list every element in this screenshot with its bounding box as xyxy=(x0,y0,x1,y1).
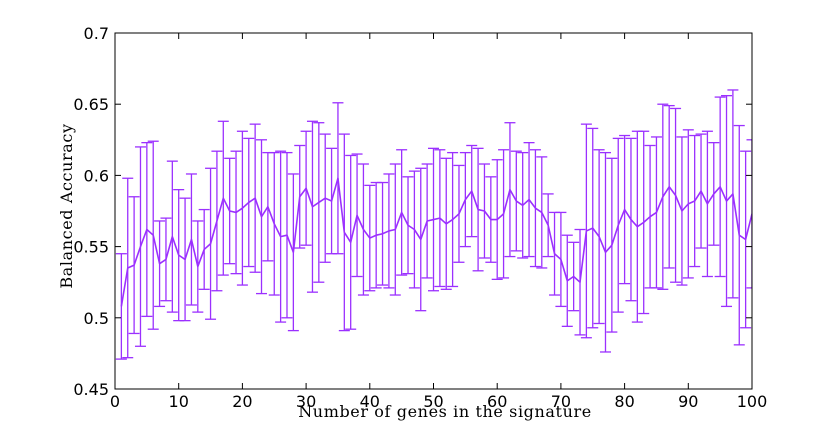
plot-area xyxy=(115,89,752,360)
series-group xyxy=(115,89,752,360)
x-tick-label: 80 xyxy=(614,392,634,411)
mean-line xyxy=(120,177,752,307)
y-tick-label: 0.5 xyxy=(84,309,109,328)
y-tick-label: 0.45 xyxy=(73,380,109,399)
x-tick-label: 20 xyxy=(232,392,252,411)
y-tick-label: 0.7 xyxy=(84,24,109,43)
x-tick-label: 70 xyxy=(551,392,571,411)
x-tick-label: 90 xyxy=(678,392,698,411)
x-tick-label: 10 xyxy=(169,392,189,411)
axes: 0 10 20 30 40 50 60 70 80 90 100 0.45 0.5 0.55 0.6 0.65… xyxy=(73,24,767,411)
x-tick-label: 40 xyxy=(360,392,380,411)
x-axis-label: Number of genes in the signature xyxy=(298,402,592,421)
x-tick-label: 0 xyxy=(110,392,120,411)
y-axis-label: Balanced Accuracy xyxy=(57,123,76,288)
y-tick-label: 0.65 xyxy=(73,95,109,114)
y-tick-label: 0.55 xyxy=(73,238,109,257)
x-tick-label: 60 xyxy=(487,392,507,411)
x-tick-label: 100 xyxy=(737,392,768,411)
x-tick-label: 50 xyxy=(423,392,443,411)
x-tick-label: 30 xyxy=(296,392,316,411)
y-tick-label: 0.6 xyxy=(84,166,109,185)
